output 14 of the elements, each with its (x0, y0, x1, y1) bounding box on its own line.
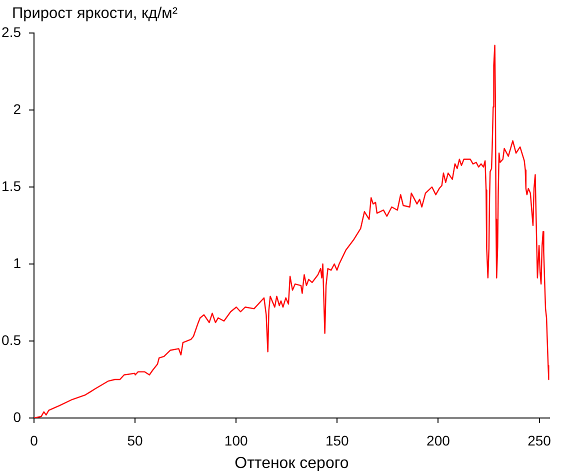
y-tick-label: 2 (13, 100, 22, 117)
x-tick-label: 0 (30, 432, 38, 448)
y-axis-title: Прирост яркости, кд/м² (12, 5, 178, 22)
y-tick-label: 1 (13, 254, 22, 271)
x-tick-label: 200 (426, 432, 450, 448)
y-tick-label: 0 (13, 408, 22, 425)
x-tick-label: 150 (325, 432, 350, 448)
y-tick-label: 2.5 (2, 24, 22, 40)
x-axis-title: Оттенок серого (234, 455, 349, 471)
x-tick-label: 50 (127, 432, 144, 448)
x-tick-label: 250 (528, 432, 552, 448)
x-tick-label: 100 (224, 432, 248, 448)
y-tick-label: 1.5 (2, 178, 22, 194)
y-tick-label: 0.5 (2, 332, 22, 348)
